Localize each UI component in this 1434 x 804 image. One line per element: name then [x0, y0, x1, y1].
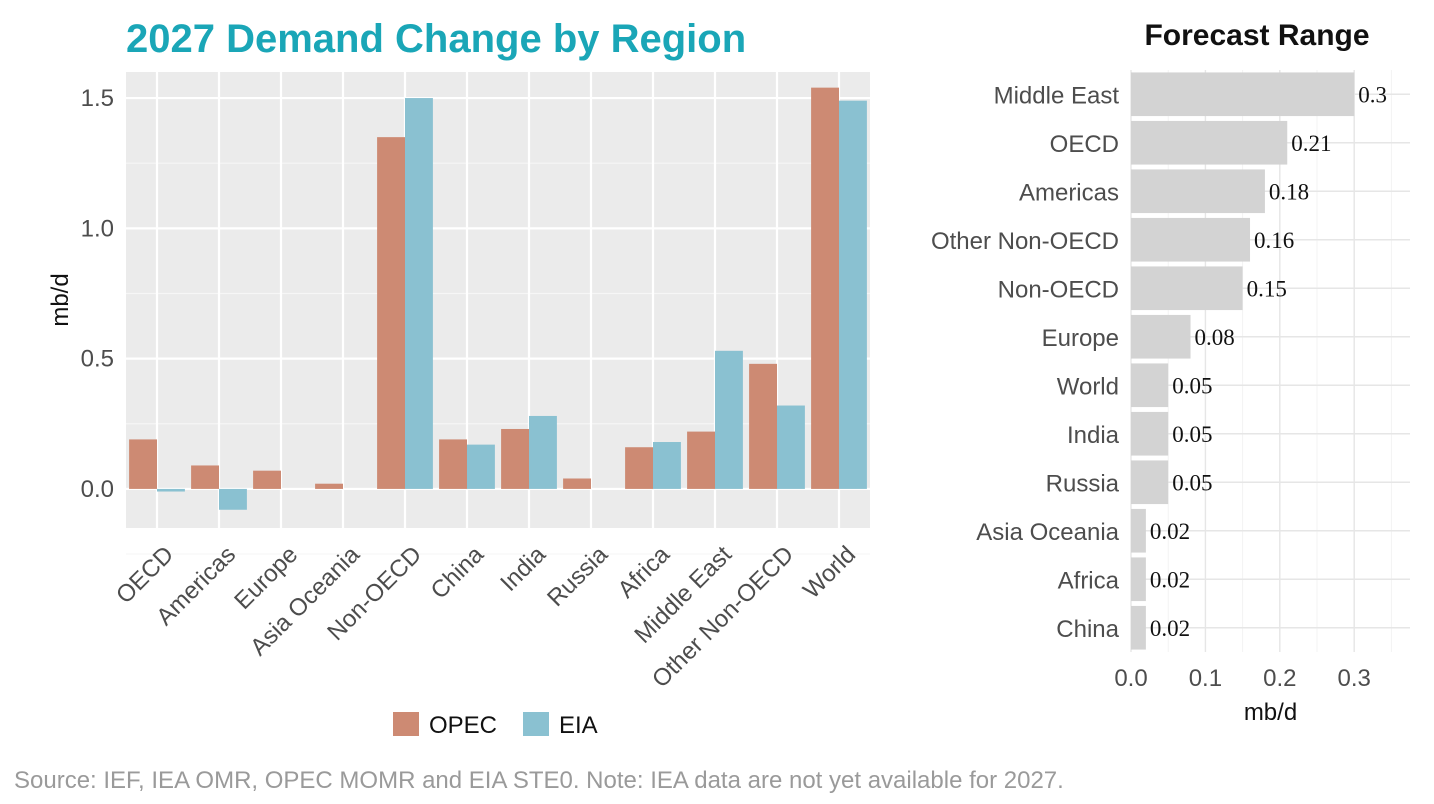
range-bar	[1131, 266, 1243, 311]
value-label: 0.02	[1150, 616, 1190, 641]
x-tick-label: 0.3	[1338, 665, 1371, 692]
range-bar	[1131, 314, 1191, 359]
legend-label-eia: EIA	[559, 712, 598, 739]
bar-eia	[715, 350, 743, 489]
x-tick-label: India	[495, 541, 551, 597]
bar-chart-title: 2027 Demand Change by Region	[126, 17, 746, 61]
y-tick-label: China	[1056, 616, 1119, 643]
y-tick-label: OECD	[1050, 131, 1119, 158]
x-tick-label: Russia	[542, 541, 613, 612]
legend-label-opec: OPEC	[429, 712, 497, 739]
value-label: 0.05	[1172, 422, 1212, 447]
y-tick-label: 0.5	[81, 346, 114, 373]
value-label: 0.08	[1195, 325, 1235, 350]
bar-opec	[501, 428, 529, 489]
y-tick-label: 1.0	[81, 215, 114, 242]
bar-eia	[529, 415, 557, 489]
source-note: Source: IEF, IEA OMR, OPEC MOMR and EIA …	[14, 767, 1064, 794]
range-bar	[1131, 557, 1146, 602]
bar-eia	[467, 444, 495, 489]
value-label: 0.05	[1172, 373, 1212, 398]
y-tick-label: Americas	[1019, 179, 1119, 206]
bar-opec	[811, 87, 839, 489]
x-tick-label: China	[426, 541, 490, 605]
bar-opec	[377, 137, 405, 489]
range-bar	[1131, 508, 1146, 553]
bar-eia	[777, 405, 805, 489]
x-tick-label: 0.0	[1114, 665, 1147, 692]
bar-opec	[563, 478, 591, 489]
value-label: 0.02	[1150, 567, 1190, 592]
bar-opec	[687, 431, 715, 489]
x-tick-label: 0.2	[1263, 665, 1296, 692]
value-label: 0.21	[1291, 131, 1331, 156]
legend-swatch-opec	[393, 712, 419, 736]
x-tick-label: 0.1	[1189, 665, 1222, 692]
bar-opec	[439, 439, 467, 489]
y-tick-label: Russia	[1046, 470, 1120, 497]
bar-opec	[253, 470, 281, 489]
x-axis-label: mb/d	[1244, 699, 1297, 726]
bar-opec	[625, 447, 653, 489]
range-bar	[1131, 217, 1251, 262]
range-bar	[1131, 169, 1265, 214]
value-label: 0.3	[1358, 82, 1387, 107]
bar-opec	[191, 465, 219, 489]
range-bar	[1131, 72, 1355, 117]
y-tick-label: Other Non-OECD	[931, 228, 1119, 255]
value-label: 0.02	[1150, 519, 1190, 544]
range-bar	[1131, 460, 1169, 505]
y-tick-label: Middle East	[994, 82, 1120, 109]
value-label: 0.15	[1247, 276, 1287, 301]
bar-opec	[749, 363, 777, 489]
plot-panel	[126, 72, 870, 528]
bar-eia	[157, 488, 185, 492]
y-tick-label: 1.5	[81, 85, 114, 112]
bar-eia	[219, 488, 247, 510]
bar-opec	[315, 483, 343, 489]
range-chart-title: Forecast Range	[1144, 19, 1369, 52]
y-tick-label: Europe	[1042, 325, 1119, 352]
range-bar	[1131, 411, 1169, 456]
y-axis-label: mb/d	[47, 273, 74, 326]
bar-opec	[129, 439, 157, 489]
y-tick-label: Asia Oceania	[976, 519, 1119, 546]
forecast-range-chart: 0.3 Middle East 0.21 OECD 0.18 Americas 0.16 Ot…	[931, 70, 1410, 726]
range-bar	[1131, 120, 1288, 165]
y-tick-label: World	[1057, 373, 1119, 400]
bar-eia	[653, 442, 681, 489]
y-tick-label: 0.0	[81, 476, 114, 503]
value-label: 0.05	[1172, 470, 1212, 495]
legend-swatch-eia	[523, 712, 549, 736]
value-label: 0.18	[1269, 179, 1309, 204]
value-label: 0.16	[1254, 228, 1294, 253]
range-bar	[1131, 363, 1169, 408]
y-tick-label: Non-OECD	[998, 276, 1119, 303]
bar-eia	[839, 100, 867, 489]
y-tick-label: Africa	[1058, 567, 1120, 594]
bar-eia	[405, 98, 433, 489]
y-tick-label: India	[1067, 422, 1120, 449]
range-bar	[1131, 605, 1146, 650]
x-tick-label: World	[798, 541, 861, 604]
